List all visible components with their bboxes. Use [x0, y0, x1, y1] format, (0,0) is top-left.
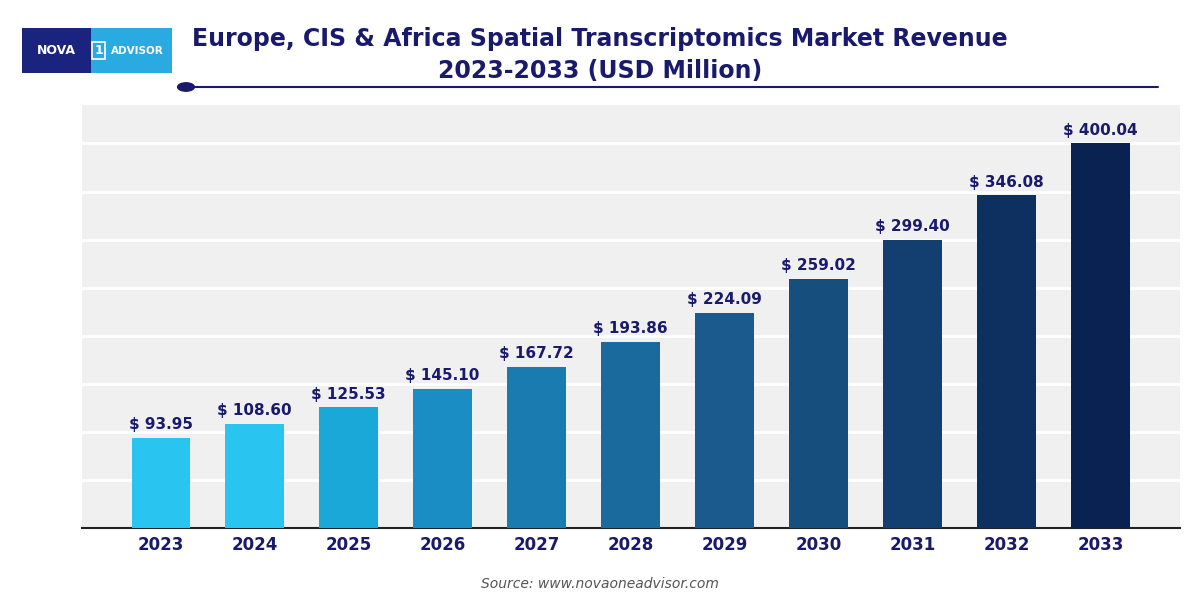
Text: $ 400.04: $ 400.04	[1063, 122, 1138, 137]
Bar	[790, 279, 847, 528]
Bar	[226, 424, 283, 528]
FancyBboxPatch shape	[91, 28, 172, 73]
Text: Source: www.novaoneadvisor.com: Source: www.novaoneadvisor.com	[481, 577, 719, 591]
Bar	[696, 313, 754, 528]
Text: $ 167.72: $ 167.72	[499, 346, 574, 361]
Text: NOVA: NOVA	[36, 44, 76, 57]
Bar	[508, 367, 565, 528]
Text: $ 224.09: $ 224.09	[688, 292, 762, 307]
Text: $ 93.95: $ 93.95	[128, 417, 193, 432]
Bar	[601, 341, 660, 528]
Bar	[319, 407, 378, 528]
Bar	[1072, 143, 1129, 528]
Bar	[414, 389, 472, 528]
Text: 1: 1	[95, 44, 103, 57]
Text: $ 346.08: $ 346.08	[970, 175, 1044, 190]
Text: Europe, CIS & Africa Spatial Transcriptomics Market Revenue
2023-2033 (USD Milli: Europe, CIS & Africa Spatial Transcripto…	[192, 27, 1008, 83]
Bar	[883, 240, 942, 528]
Bar	[132, 437, 190, 528]
Text: $ 108.60: $ 108.60	[217, 403, 292, 418]
Text: ADVISOR: ADVISOR	[110, 46, 163, 56]
FancyBboxPatch shape	[22, 28, 91, 73]
Text: $ 145.10: $ 145.10	[406, 368, 480, 383]
Text: $ 299.40: $ 299.40	[875, 220, 950, 235]
Text: $ 193.86: $ 193.86	[593, 321, 668, 336]
Text: $ 125.53: $ 125.53	[311, 386, 386, 401]
Bar	[978, 195, 1036, 528]
Text: $ 259.02: $ 259.02	[781, 258, 856, 273]
